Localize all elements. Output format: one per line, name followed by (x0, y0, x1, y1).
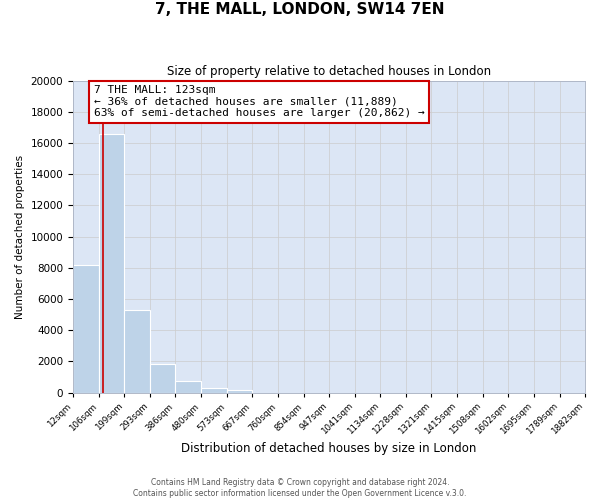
Bar (227, 390, 253, 392)
Bar (99, 134, 124, 392)
Bar (201, 388, 227, 392)
Bar (73, 264, 99, 392)
Bar (124, 310, 150, 392)
X-axis label: Distribution of detached houses by size in London: Distribution of detached houses by size … (181, 442, 477, 455)
Y-axis label: Number of detached properties: Number of detached properties (15, 154, 25, 318)
Text: 7 THE MALL: 123sqm
← 36% of detached houses are smaller (11,889)
63% of semi-det: 7 THE MALL: 123sqm ← 36% of detached hou… (94, 85, 424, 118)
Bar (150, 364, 175, 392)
Bar (175, 381, 201, 392)
Text: Contains HM Land Registry data © Crown copyright and database right 2024.
Contai: Contains HM Land Registry data © Crown c… (133, 478, 467, 498)
Title: Size of property relative to detached houses in London: Size of property relative to detached ho… (167, 65, 491, 78)
Text: 7, THE MALL, LONDON, SW14 7EN: 7, THE MALL, LONDON, SW14 7EN (155, 2, 445, 18)
